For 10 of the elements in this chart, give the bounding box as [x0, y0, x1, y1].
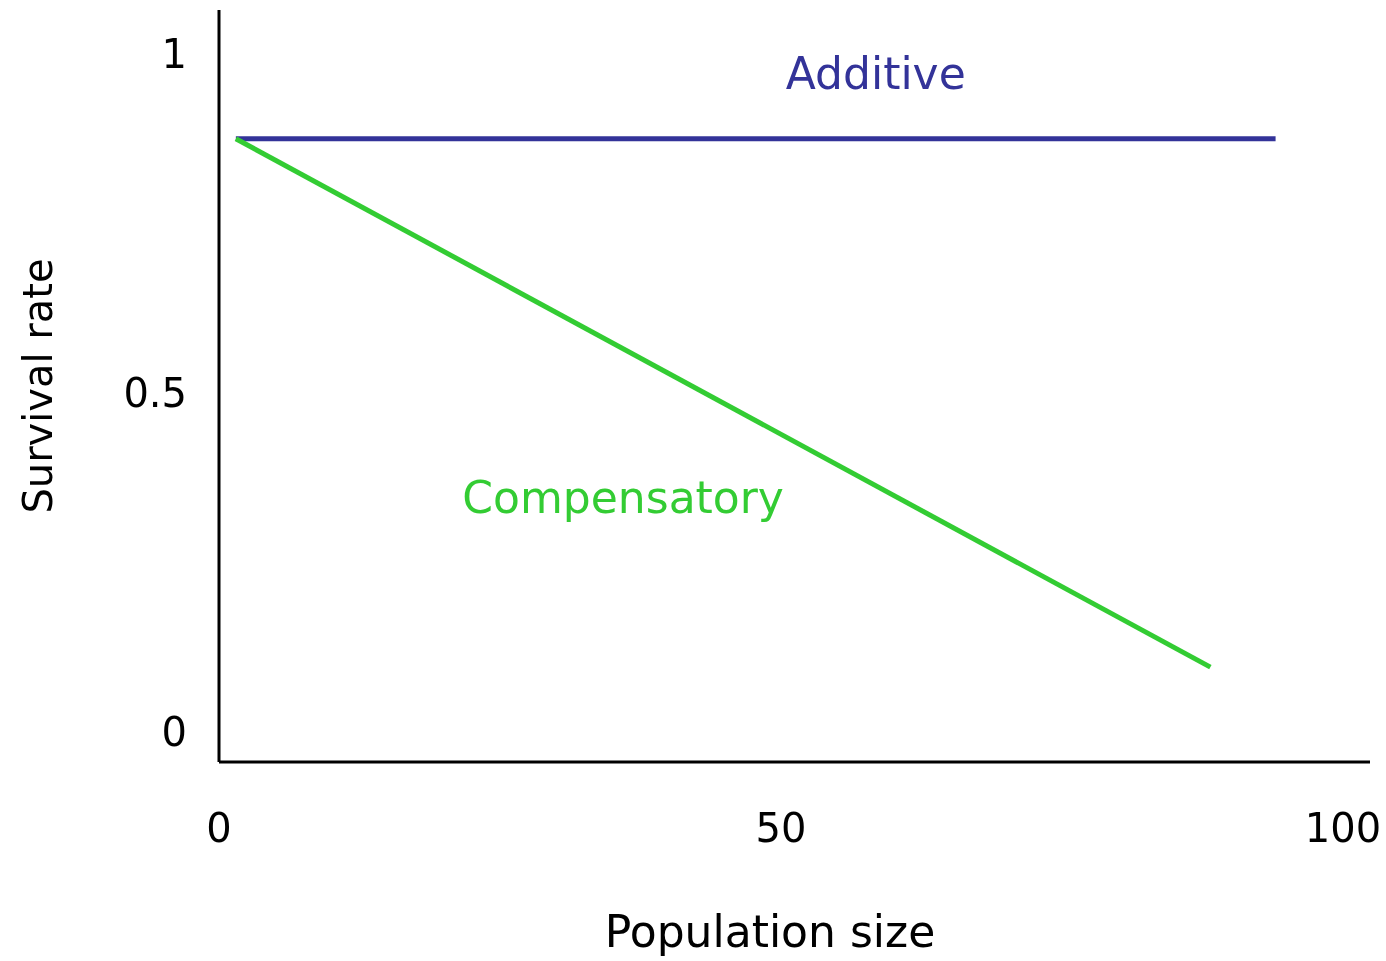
y-tick-label: 0 — [161, 708, 187, 755]
series-label: Additive — [785, 47, 966, 99]
x-axis-title: Population size — [604, 906, 936, 957]
series-label: Compensatory — [462, 471, 784, 523]
y-tick-label: 0.5 — [123, 370, 187, 417]
x-tick-label: 50 — [755, 805, 807, 851]
y-axis-title: Survival rate — [15, 258, 61, 514]
x-tick-label: 0 — [206, 805, 232, 851]
x-tick-label: 100 — [1304, 805, 1382, 851]
y-tick-label: 1 — [161, 31, 187, 78]
